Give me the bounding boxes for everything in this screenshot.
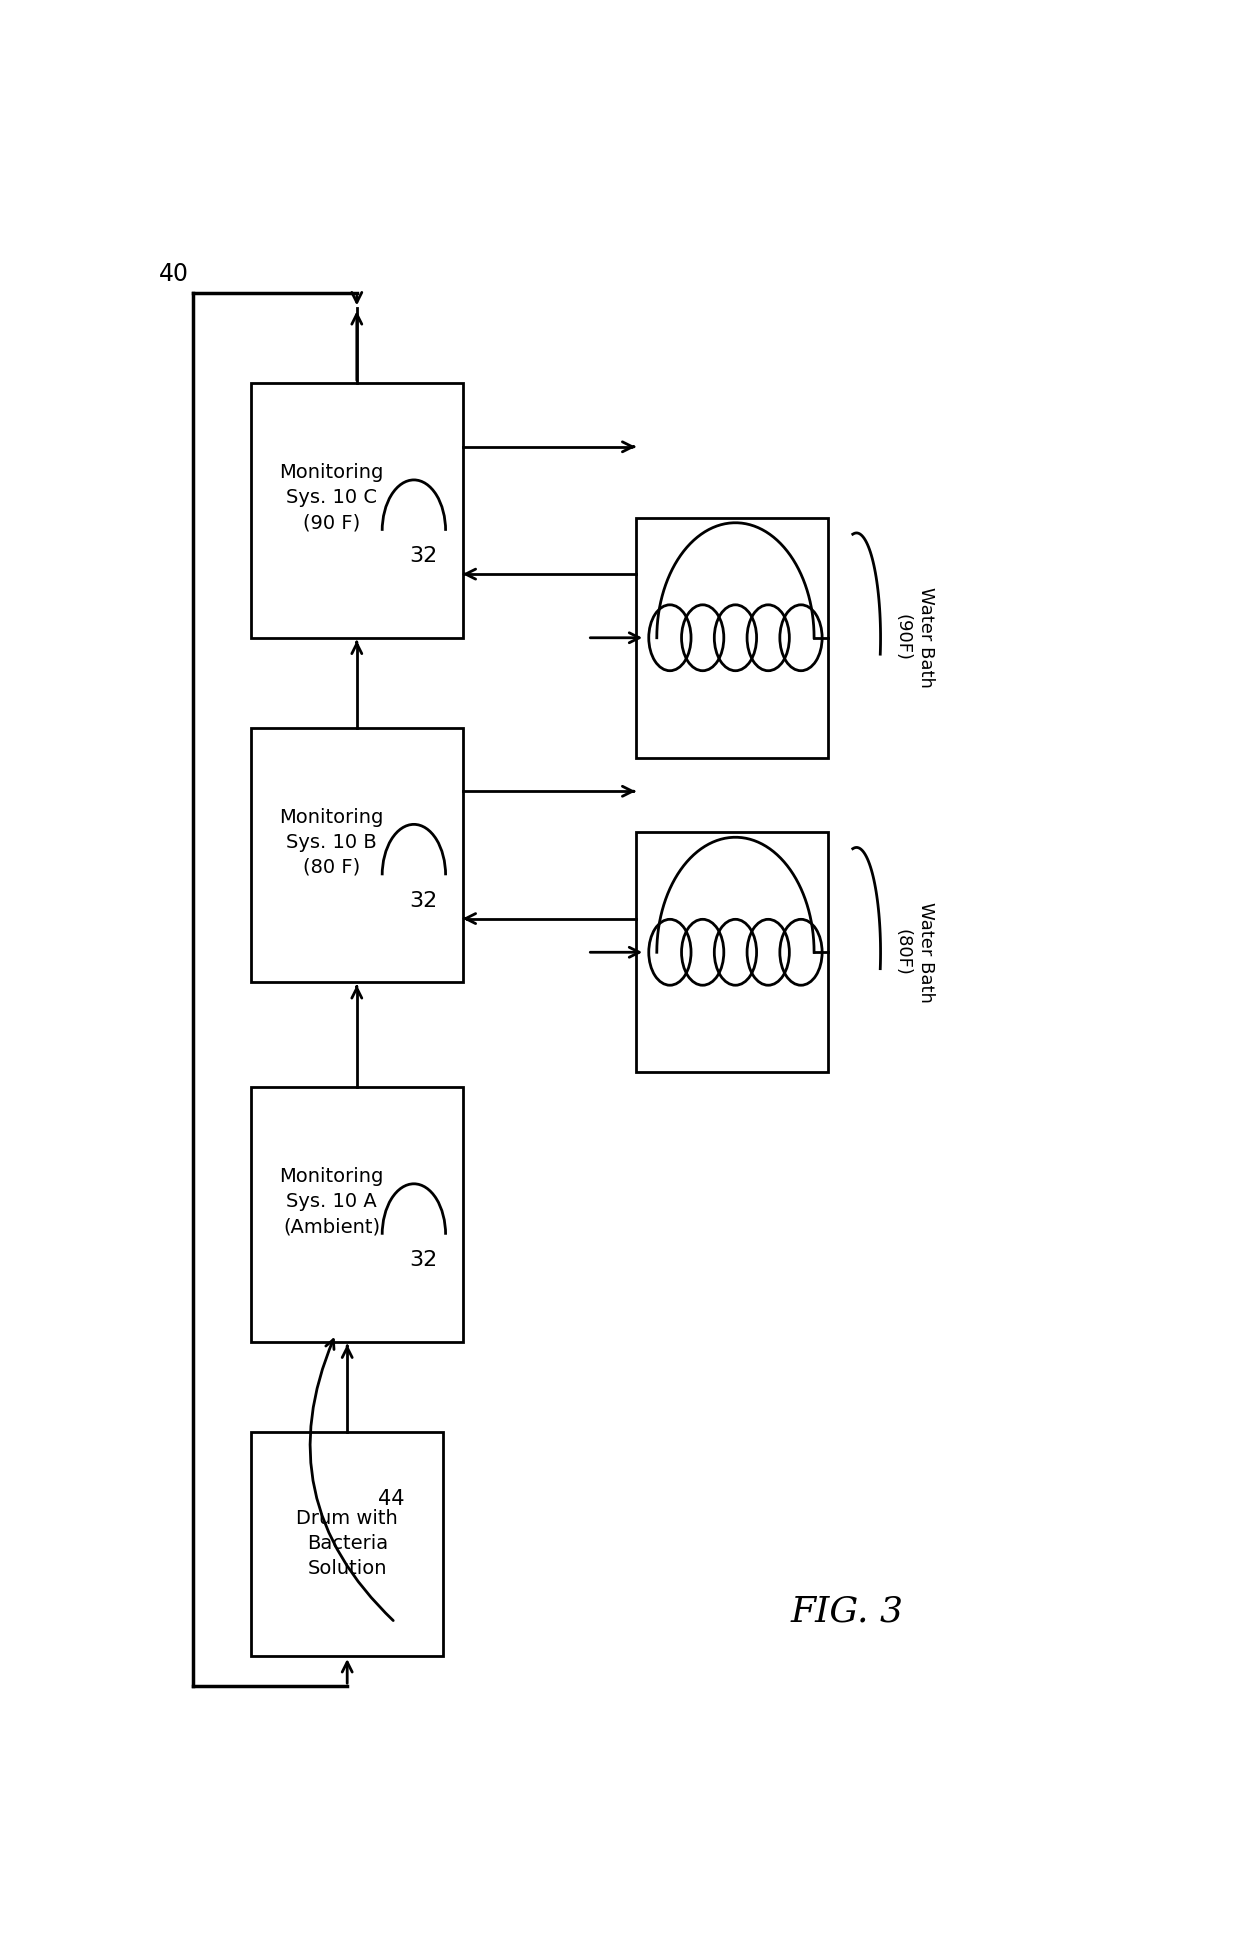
Text: FIG. 3: FIG. 3 [790, 1595, 904, 1628]
Bar [250, 1432, 444, 1657]
Text: Water Bath
(90F): Water Bath (90F) [893, 587, 935, 689]
Bar [250, 727, 463, 982]
Bar [635, 517, 828, 759]
Text: Monitoring
Sys. 10 C
(90 F): Monitoring Sys. 10 C (90 F) [279, 463, 383, 533]
Text: 32: 32 [409, 891, 438, 910]
Text: 40: 40 [159, 263, 188, 286]
Text: 32: 32 [409, 1251, 438, 1270]
Text: 32: 32 [409, 547, 438, 566]
Text: Water Bath
(80F): Water Bath (80F) [893, 902, 935, 1004]
Text: Monitoring
Sys. 10 B
(80 F): Monitoring Sys. 10 B (80 F) [279, 807, 383, 877]
Text: Monitoring
Sys. 10 A
(Ambient): Monitoring Sys. 10 A (Ambient) [279, 1167, 383, 1237]
Bar [635, 832, 828, 1072]
Bar [250, 1087, 463, 1342]
Bar [250, 383, 463, 638]
Text: 44: 44 [378, 1490, 404, 1509]
Text: Drum with
Bacteria
Solution: Drum with Bacteria Solution [296, 1509, 398, 1577]
